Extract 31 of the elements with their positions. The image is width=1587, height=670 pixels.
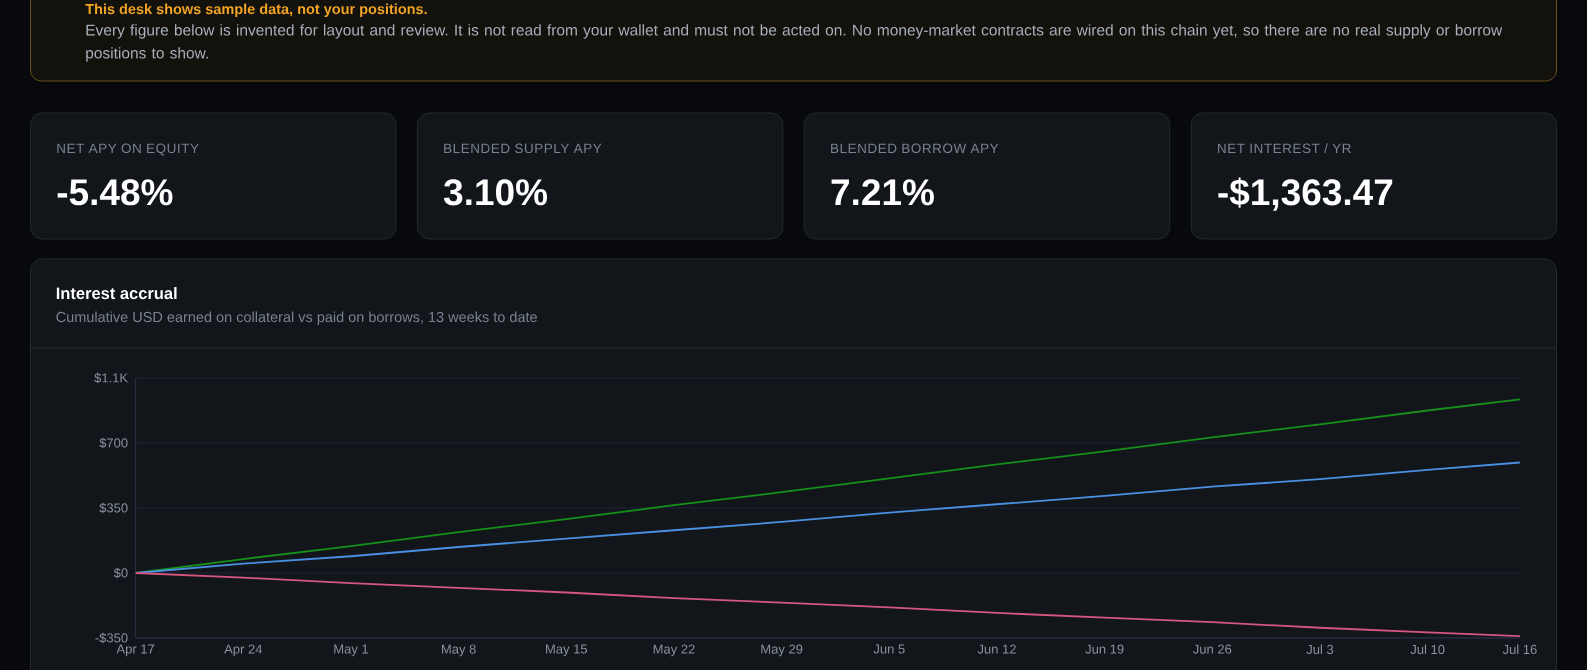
chart-title: Interest accrual — [56, 287, 177, 300]
x-tick-label: Jun 26 — [1193, 644, 1232, 654]
text: 3.10% — [443, 179, 548, 206]
text: Every figure below is invented for layout and review. It is not read from your wallet and must not be acted on. No money-market contracts are wired on this chain yet, so there are no real supply or borrow positions to show. — [86, 24, 1503, 62]
x-tick-label: Jun 19 — [1085, 644, 1124, 654]
y-tick-label: $350 — [99, 502, 128, 514]
x-tick-label: Apr 17 — [116, 644, 155, 657]
y-tick-label: -$350 — [95, 632, 128, 644]
x-tick-label: Apr 24 — [224, 644, 263, 657]
text: NET APY ON EQUITY — [57, 143, 199, 156]
x-tick-label: May 22 — [653, 644, 695, 657]
text: BLENDED SUPPLY APY — [444, 143, 602, 154]
y-tick-label: $700 — [99, 437, 128, 449]
text: This desk shows sample data, not your positions. — [85, 3, 427, 17]
text: NET INTEREST / YR — [1218, 143, 1351, 154]
x-tick-label: May 1 — [334, 644, 369, 657]
chart-subtitle: Cumulative USD earned on collateral vs paid on borrows, 13 weeks to date — [56, 311, 537, 325]
y-tick-label: $1.1K — [94, 372, 128, 384]
text: -5.48% — [57, 179, 173, 206]
x-tick-label: Jul 16 — [1502, 644, 1537, 655]
x-tick-label: Jul 10 — [1410, 644, 1445, 655]
y-tick-label: $0 — [113, 567, 128, 579]
x-tick-label: May 29 — [761, 644, 803, 657]
text: 7.21% — [831, 179, 934, 206]
x-tick-label: May 8 — [441, 644, 476, 657]
x-tick-label: May 15 — [546, 644, 588, 657]
text: -$1,363.47 — [1218, 177, 1393, 211]
x-tick-label: Jun 12 — [977, 644, 1016, 654]
x-tick-label: Jun 5 — [873, 644, 905, 654]
x-tick-label: Jul 3 — [1306, 644, 1334, 655]
text: BLENDED BORROW APY — [831, 143, 999, 154]
